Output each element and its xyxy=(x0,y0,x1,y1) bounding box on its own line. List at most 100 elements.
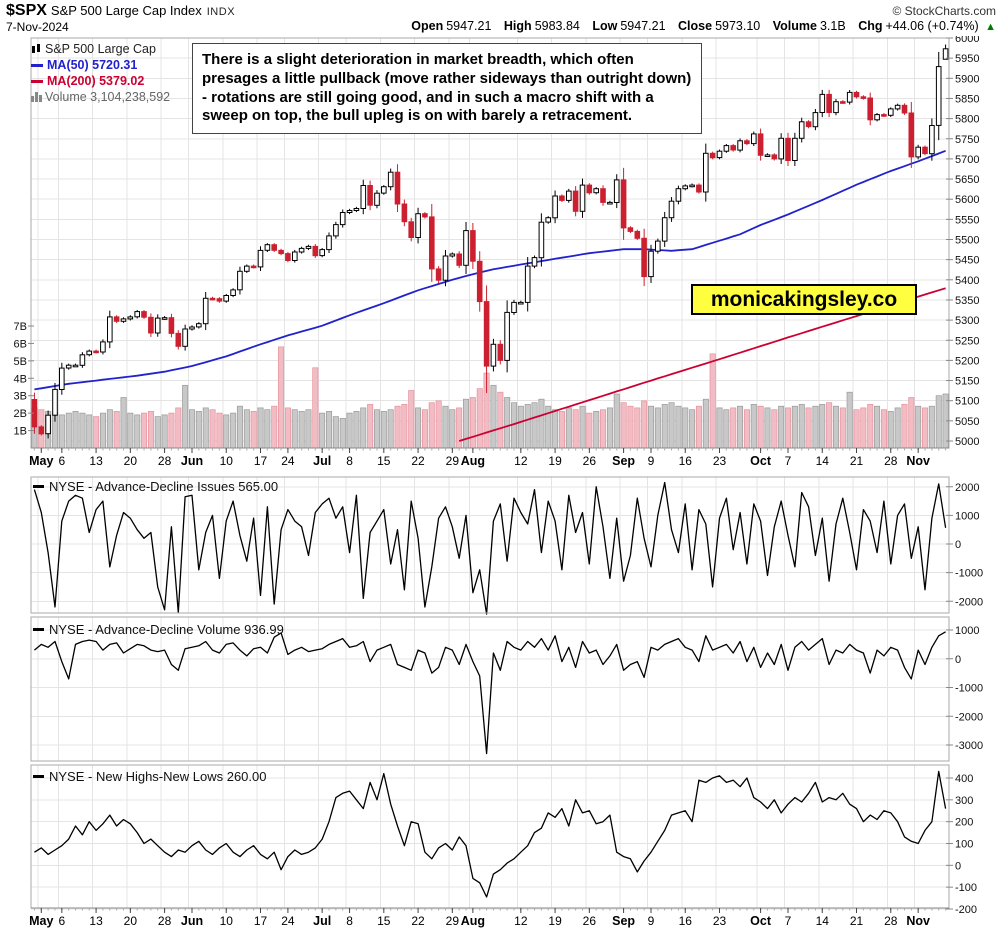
main-chart-legend: S&P 500 Large Cap MA(50) 5720.31 MA(200)… xyxy=(31,41,170,105)
symbol: $SPX xyxy=(6,2,47,19)
svg-text:Jun: Jun xyxy=(181,914,203,928)
volume-bars-icon xyxy=(31,92,42,102)
quote-bar: Open 5947.21 High 5983.84 Low 5947.21 Close… xyxy=(402,19,996,33)
svg-text:1000: 1000 xyxy=(955,625,979,637)
svg-text:23: 23 xyxy=(713,454,727,468)
svg-text:300: 300 xyxy=(955,795,973,807)
svg-text:21: 21 xyxy=(850,454,864,468)
svg-text:24: 24 xyxy=(281,454,295,468)
svg-text:Aug: Aug xyxy=(461,454,485,468)
svg-text:6: 6 xyxy=(58,454,65,468)
svg-text:4B: 4B xyxy=(14,373,27,385)
svg-text:5350: 5350 xyxy=(955,295,979,307)
svg-text:200: 200 xyxy=(955,817,973,829)
svg-text:10: 10 xyxy=(220,914,234,928)
ad-issues-panel-line xyxy=(33,481,947,615)
svg-text:0: 0 xyxy=(955,860,961,872)
svg-text:8: 8 xyxy=(346,914,353,928)
high-label: High xyxy=(503,19,532,33)
price-axis: 5000 5050 5100 5150 5200 5250 5300 5350 5400 5450… xyxy=(946,33,979,448)
ad-volume-panel-grid xyxy=(31,629,949,746)
ma200-line-icon xyxy=(31,79,43,83)
svg-text:0: 0 xyxy=(955,539,961,551)
svg-text:22: 22 xyxy=(411,454,425,468)
svg-text:10: 10 xyxy=(220,454,234,468)
svg-text:5200: 5200 xyxy=(955,355,979,367)
svg-text:12: 12 xyxy=(514,914,528,928)
svg-text:5050: 5050 xyxy=(955,416,979,428)
high-value: 5983.84 xyxy=(534,19,580,33)
ad-issues-title-text: NYSE - Advance-Decline Issues 565.00 xyxy=(49,479,279,494)
panel-title-ad-issues: NYSE - Advance-Decline Issues 565.00 xyxy=(33,479,278,494)
svg-text:5900: 5900 xyxy=(955,73,979,85)
svg-text:9: 9 xyxy=(648,454,655,468)
annotation-box: There is a slight deterioration in marke… xyxy=(192,43,702,134)
svg-text:Jun: Jun xyxy=(181,454,203,468)
svg-text:-1000: -1000 xyxy=(955,683,983,695)
symbol-line: $SPX S&P 500 Large Cap Index INDX xyxy=(6,2,235,20)
svg-text:May: May xyxy=(29,454,53,468)
chg-label: Chg xyxy=(858,19,883,33)
svg-text:0: 0 xyxy=(955,654,961,666)
nhnl-panel-line xyxy=(34,770,947,898)
svg-text:5250: 5250 xyxy=(955,335,979,347)
svg-text:15: 15 xyxy=(377,914,391,928)
svg-text:Oct: Oct xyxy=(750,454,772,468)
legend-volume-row: Volume 3,104,238,592 xyxy=(31,89,170,105)
ad-issues-panel-grid xyxy=(31,486,949,602)
open-value: 5947.21 xyxy=(446,19,492,33)
up-triangle-icon: ▲ xyxy=(985,21,996,33)
svg-text:20: 20 xyxy=(124,914,138,928)
exchange: INDX xyxy=(206,6,236,18)
svg-text:-1000: -1000 xyxy=(955,568,983,580)
svg-text:24: 24 xyxy=(281,914,295,928)
svg-text:19: 19 xyxy=(548,914,562,928)
svg-text:23: 23 xyxy=(713,914,727,928)
svg-text:5800: 5800 xyxy=(955,114,979,126)
svg-text:5450: 5450 xyxy=(955,255,979,267)
copyright: © StockCharts.com xyxy=(892,4,996,18)
close-value: 5973.10 xyxy=(715,19,761,33)
svg-text:5500: 5500 xyxy=(955,235,979,247)
svg-text:14: 14 xyxy=(816,914,830,928)
svg-text:6: 6 xyxy=(58,914,65,928)
legend-series-row: S&P 500 Large Cap xyxy=(31,41,170,57)
svg-text:17: 17 xyxy=(254,914,268,928)
volume-value: 3.1B xyxy=(819,19,846,33)
svg-text:Aug: Aug xyxy=(461,914,485,928)
svg-text:5400: 5400 xyxy=(955,275,979,287)
line-swatch-icon xyxy=(33,628,44,631)
close-label: Close xyxy=(678,19,713,33)
legend-ma50-label: MA(50) 5720.31 xyxy=(47,58,138,72)
nhnl-title-text: NYSE - New Highs-New Lows 260.00 xyxy=(49,769,267,784)
svg-text:Oct: Oct xyxy=(750,914,772,928)
legend-ma200-label: MA(200) 5379.02 xyxy=(47,74,145,88)
legend-volume-label: Volume 3,104,238,592 xyxy=(45,90,171,104)
svg-text:5100: 5100 xyxy=(955,396,979,408)
svg-text:-3000: -3000 xyxy=(955,740,983,752)
svg-text:26: 26 xyxy=(583,914,597,928)
svg-text:9: 9 xyxy=(648,914,655,928)
svg-text:7: 7 xyxy=(785,914,792,928)
svg-text:5950: 5950 xyxy=(955,53,979,65)
svg-text:400: 400 xyxy=(955,773,973,785)
svg-text:6000: 6000 xyxy=(955,33,979,45)
svg-text:29: 29 xyxy=(446,454,460,468)
panel-title-ad-volume: NYSE - Advance-Decline Volume 936.99 xyxy=(33,622,284,637)
legend-series-label: S&P 500 Large Cap xyxy=(45,42,156,56)
svg-text:14: 14 xyxy=(816,454,830,468)
svg-text:5650: 5650 xyxy=(955,174,979,186)
svg-text:13: 13 xyxy=(89,454,103,468)
svg-text:16: 16 xyxy=(679,454,693,468)
svg-text:5300: 5300 xyxy=(955,315,979,327)
nhnl-panel-axis: 400 300 200 100 0 -100 -200 xyxy=(946,773,977,916)
svg-text:28: 28 xyxy=(158,454,172,468)
svg-text:Jul: Jul xyxy=(313,914,331,928)
svg-text:Sep: Sep xyxy=(612,914,635,928)
svg-text:5550: 5550 xyxy=(955,214,979,226)
svg-text:5750: 5750 xyxy=(955,134,979,146)
candlesticks xyxy=(31,44,949,439)
legend-ma50-row: MA(50) 5720.31 xyxy=(31,57,170,73)
svg-text:16: 16 xyxy=(679,914,693,928)
ma50-line-icon xyxy=(31,63,43,67)
